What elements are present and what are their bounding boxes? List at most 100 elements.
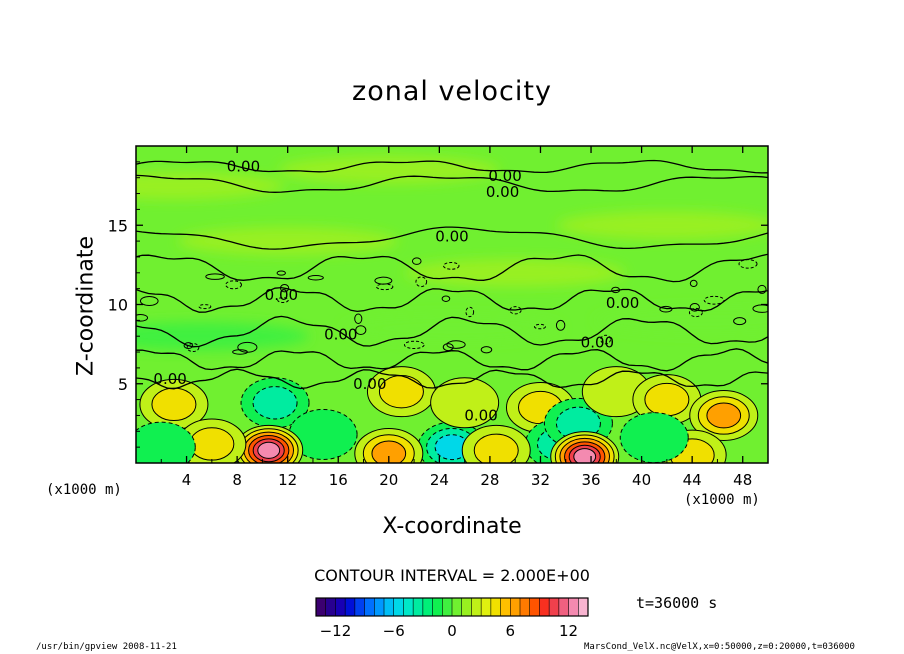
y-tick-label: 5: [118, 375, 128, 394]
contour-blob: [277, 297, 289, 303]
colorbar-swatch: [403, 598, 414, 616]
contour-label: 0.00: [464, 406, 497, 424]
contour-blob: [307, 275, 324, 281]
colorbar-swatch: [539, 598, 550, 616]
colorbar-tick-label: 12: [559, 622, 578, 640]
zero-contour-line: [136, 286, 768, 313]
colorbar-swatch: [500, 598, 511, 616]
contour-feature: [252, 386, 298, 420]
contour-blob: [279, 283, 290, 293]
footer-left-text: /usr/bin/gpview 2008-11-21: [36, 642, 177, 652]
colorbar-tick-label: 6: [506, 622, 516, 640]
contour-blob: [415, 276, 428, 288]
colorbar-swatch: [452, 598, 463, 616]
x-tick-label: 36: [581, 471, 600, 489]
zero-contours: [136, 159, 768, 390]
colorbar-swatch: [568, 598, 579, 616]
contour-blob: [441, 295, 451, 302]
chart-title: zonal velocity: [352, 76, 552, 107]
colorbar-swatch: [413, 598, 424, 616]
colorbar-swatch: [481, 598, 492, 616]
contour-blob: [186, 342, 200, 353]
colorbar-swatch: [442, 598, 453, 616]
footer-right-text: MarsCond_VelX.nc@VelX,x=0:50000,z=0:2000…: [584, 642, 855, 652]
field-band: [177, 227, 398, 256]
x-tick-label: 40: [632, 471, 651, 489]
contour-label: 0.00: [324, 326, 357, 344]
contour-label: 0.00: [435, 227, 468, 245]
contour-blob: [703, 295, 725, 305]
colorbar-swatch: [422, 598, 433, 616]
x-tick-label: 8: [232, 471, 242, 489]
x-tick-label: 16: [329, 471, 348, 489]
colorbar-swatch: [345, 598, 356, 616]
contour-blob: [509, 306, 522, 315]
field-band: [342, 314, 562, 343]
contour-label: 0.00: [353, 375, 386, 393]
x-axis-label: X-coordinate: [382, 514, 522, 539]
contour-blob: [688, 307, 703, 318]
contour-blob: [533, 323, 546, 330]
contour-label: 0.00: [606, 294, 639, 312]
contour-feature: [619, 412, 689, 463]
colorbar-swatch: [510, 598, 521, 616]
contour-blob: [442, 343, 454, 352]
zero-contour-line: [136, 315, 768, 348]
colorbar-swatch: [520, 598, 531, 616]
contour-feature: [573, 448, 597, 463]
x-unit-label-right: (x1000 m): [684, 492, 760, 508]
zero-contour-line: [136, 226, 768, 250]
contour-feature: [189, 427, 235, 461]
field-features: [136, 366, 759, 463]
x-unit-label-left: (x1000 m): [46, 482, 122, 498]
zero-contour-line: [136, 174, 768, 193]
contour-interval-text: CONTOUR INTERVAL = 2.000E+00: [314, 566, 590, 585]
field-band: [136, 171, 284, 200]
contour-blob: [205, 273, 225, 280]
colorbar-swatch: [529, 598, 540, 616]
contour-feature: [644, 382, 690, 417]
contour-label: 0.00: [581, 334, 614, 352]
colorbar-swatch: [384, 598, 395, 616]
colorbar-swatch: [461, 598, 472, 616]
colorbar-swatch: [558, 598, 569, 616]
contour-blob: [689, 302, 700, 312]
x-tick-label: 48: [733, 471, 752, 489]
x-tick-label: 44: [683, 471, 702, 489]
field-band: [136, 322, 310, 351]
contour-blob: [374, 276, 393, 285]
colorbar-tick-label: −6: [383, 622, 405, 640]
x-tick-label: 4: [182, 471, 192, 489]
contour-blob: [446, 340, 466, 349]
contour-feature: [473, 433, 519, 463]
x-tick-label: 28: [480, 471, 499, 489]
contour-blob: [136, 314, 149, 322]
contour-blob: [232, 349, 248, 355]
colorbar-swatch: [374, 598, 385, 616]
contour-blob: [139, 295, 159, 307]
contour-feature: [706, 402, 742, 429]
colorbar-swatch: [354, 598, 365, 616]
contour-blob: [600, 334, 611, 345]
contour-blob: [611, 286, 621, 294]
x-tick-label: 32: [531, 471, 550, 489]
contour-blob: [465, 306, 475, 318]
zero-contour-line: [136, 368, 768, 390]
colorbar-tick-label: −12: [320, 622, 352, 640]
contour-label: 0.00: [153, 370, 186, 388]
contour-label: 0.00: [265, 286, 298, 304]
contour-label: 0.00: [227, 158, 260, 176]
colorbar-swatch: [364, 598, 375, 616]
colorbar-swatch: [335, 598, 346, 616]
contour-label: 0.00: [488, 167, 521, 185]
colorbar-swatch: [325, 598, 336, 616]
x-tick-label: 20: [379, 471, 398, 489]
contour-blob: [183, 342, 194, 349]
y-tick-label: 15: [108, 216, 128, 235]
plot-area: 0.00 0.00 0.00 0.00 0.00 0.00 0.00 0.00 0.00 0.00…: [135, 145, 769, 464]
colorbar-swatch: [393, 598, 404, 616]
contour-blob: [738, 259, 758, 269]
x-tick-label: 24: [430, 471, 449, 489]
contour-blob: [354, 313, 363, 325]
